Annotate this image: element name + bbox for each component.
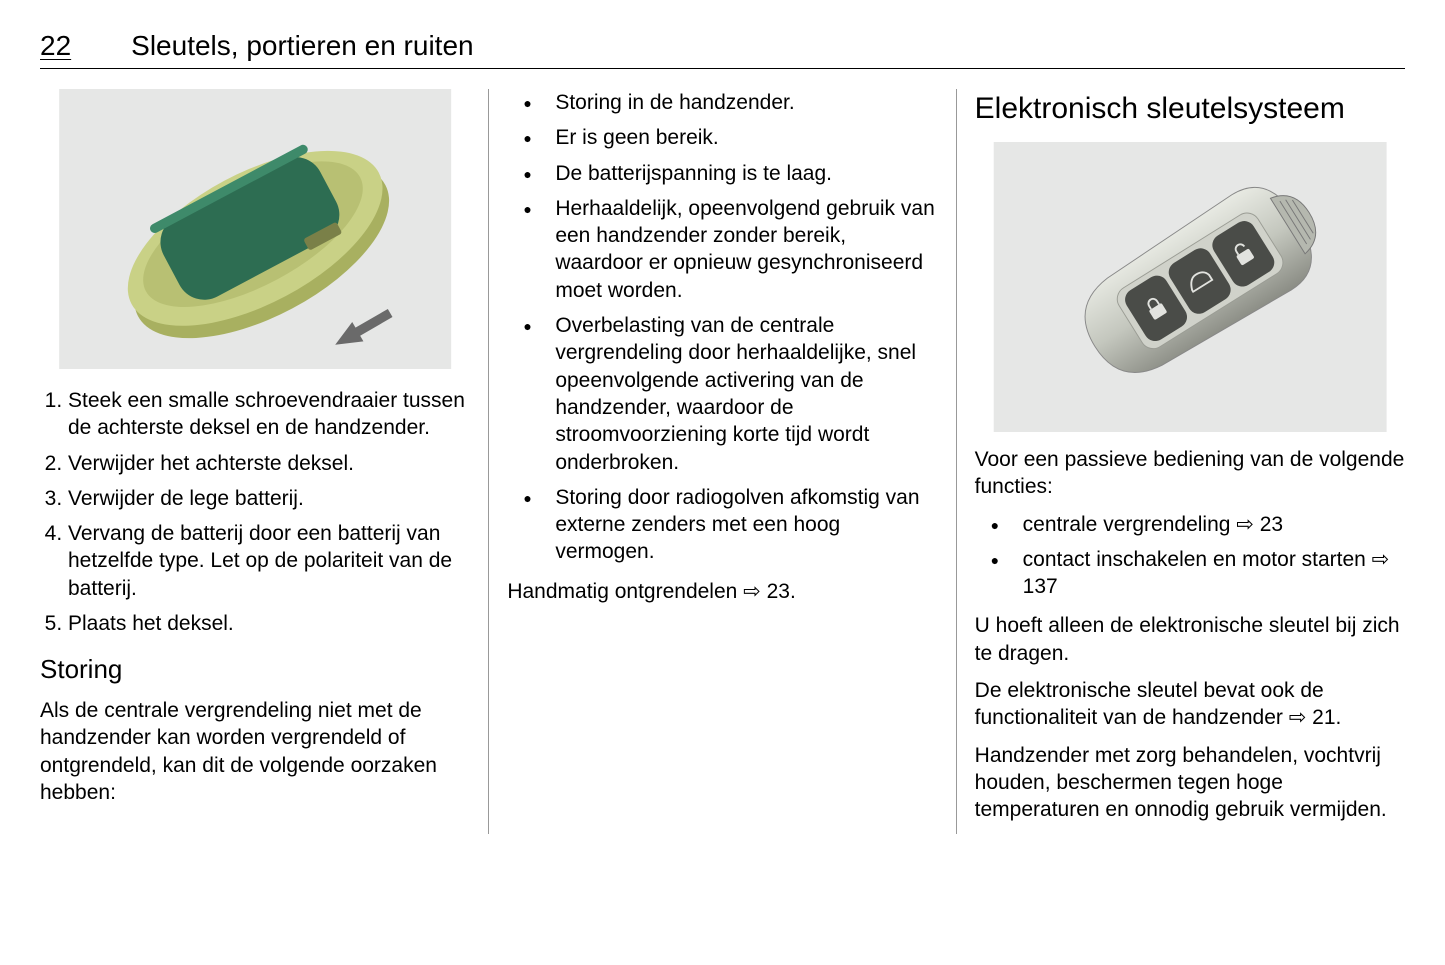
fault-item: Overbelasting van de centrale vergrendel… xyxy=(507,312,937,476)
content-columns: Steek een smalle schroeven­draaier tusse… xyxy=(40,89,1405,834)
step-item: Verwijder het achterste deksel. xyxy=(68,450,470,477)
heading-elektronic-key: Elektronisch sleutelsysteem xyxy=(975,89,1405,128)
passive-item: centrale vergrendeling ⇨ 23 xyxy=(975,511,1405,538)
passive-intro: Voor een passieve bediening van de volge… xyxy=(975,446,1405,501)
step-item: Vervang de batterij door een batterij va… xyxy=(68,520,470,602)
battery-steps-list: Steek een smalle schroeven­draaier tusse… xyxy=(40,387,470,637)
manual-unlock-xref: Handmatig ontgrendelen ⇨ 23. xyxy=(507,578,937,605)
page-number: 22 xyxy=(40,30,71,62)
page-title: Sleutels, portieren en ruiten xyxy=(131,30,473,62)
fault-item: Er is geen bereik. xyxy=(507,124,937,151)
fault-item: Storing door radiogolven afkom­stig van … xyxy=(507,484,937,566)
care-para: Handzender met zorg behandelen, vochtvri… xyxy=(975,742,1405,824)
manual-page: 22 Sleutels, portieren en ruiten xyxy=(0,0,1445,965)
passive-functions-list: centrale vergrendeling ⇨ 23 contact insc… xyxy=(975,511,1405,601)
fault-item: Herhaaldelijk, opeenvolgend gebruik van … xyxy=(507,195,937,304)
column-2: Storing in de handzender. Er is geen ber… xyxy=(489,89,956,834)
fault-item: De batterijspanning is te laag. xyxy=(507,160,937,187)
column-3: Elektronisch sleutelsysteem xyxy=(957,89,1405,834)
step-item: Plaats het deksel. xyxy=(68,610,470,637)
step-item: Steek een smalle schroeven­draaier tusse… xyxy=(68,387,470,442)
fault-item: Storing in de handzender. xyxy=(507,89,937,116)
page-header: 22 Sleutels, portieren en ruiten xyxy=(40,30,1405,69)
carry-key-para: U hoeft alleen de elektronische sleu­tel… xyxy=(975,612,1405,667)
fault-causes-list: Storing in de handzender. Er is geen ber… xyxy=(507,89,937,566)
key-fob-battery-illustration xyxy=(40,89,470,369)
electronic-key-illustration xyxy=(975,142,1405,432)
step-item: Verwijder de lege batterij. xyxy=(68,485,470,512)
passive-item: contact inschakelen en motor starten ⇨ 1… xyxy=(975,546,1405,601)
column-1: Steek een smalle schroeven­draaier tusse… xyxy=(40,89,489,834)
functionality-para: De elektronische sleutel bevat ook de fu… xyxy=(975,677,1405,732)
subheading-storing: Storing xyxy=(40,653,470,687)
storing-intro: Als de centrale vergrendeling niet met d… xyxy=(40,697,470,806)
